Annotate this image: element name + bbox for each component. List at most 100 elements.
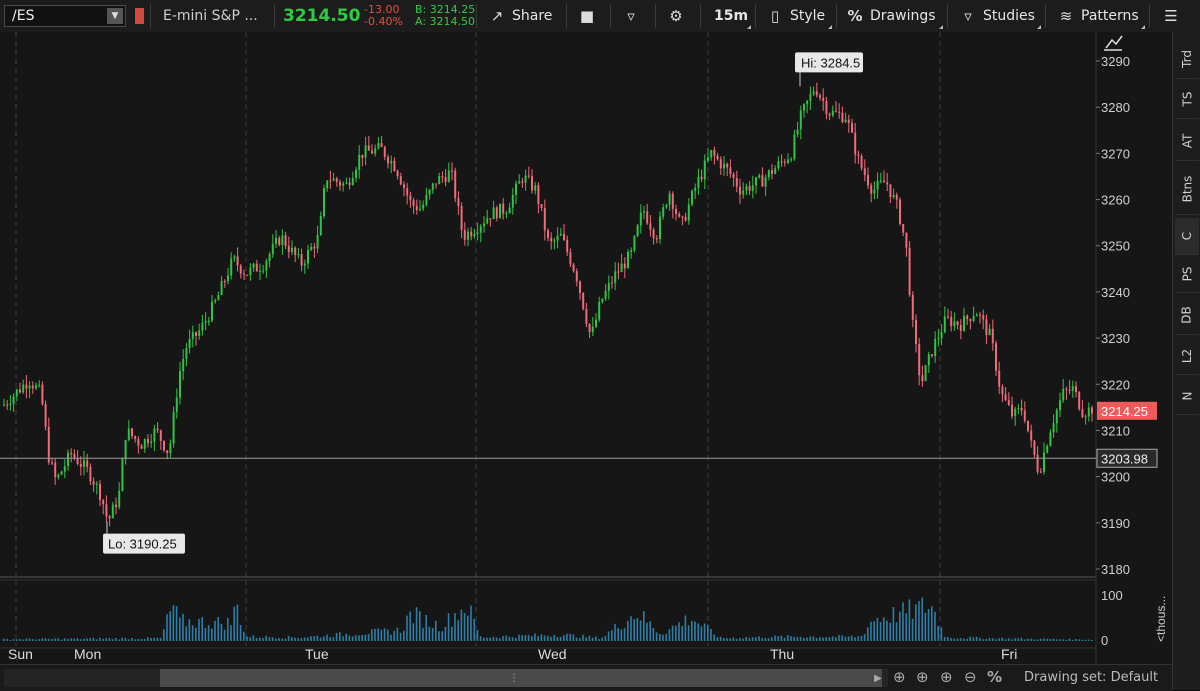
candle-body [262,270,265,272]
style-button[interactable]: ▯ Style [766,0,825,32]
patterns-button[interactable]: ≋ Patterns [1057,0,1139,32]
volume-bar [767,638,770,641]
flask-button[interactable]: ▿ [622,0,646,32]
volume-bar [102,638,104,641]
volume-bar [211,628,213,641]
candle-body [867,175,869,186]
volume-bar [1059,639,1061,641]
candle-body [988,328,991,336]
candle-body [438,175,441,185]
candle-body [463,230,466,240]
volume-bar [60,639,63,641]
scroll-grip-icon[interactable]: ⋮ [509,672,519,684]
candle-body [479,226,482,233]
separator [610,4,611,28]
volume-bar [1078,639,1080,641]
volume-bar [323,636,325,641]
last-price-tag-label: 3214.25 [1101,404,1148,419]
tab-c[interactable]: C [1175,218,1199,255]
zoom-out-icon[interactable]: ⊖ [964,668,977,686]
tab-btns[interactable]: Btns [1175,164,1199,215]
volume-bar [470,605,472,641]
volume-bar [76,637,79,641]
candle-body [3,404,5,406]
candle-body [284,235,287,246]
candle-body [121,459,124,492]
share-label: Share [512,8,553,24]
volume-bar [140,639,143,641]
pan-icon[interactable]: ⊕ [893,668,906,686]
volume-bar [121,637,123,641]
volume-bar [67,638,69,641]
candle-body [591,326,594,332]
share-button[interactable]: ↗ Share [488,0,553,32]
tab-at[interactable]: AT [1175,122,1199,161]
drawing-set-label[interactable]: Drawing set: Default [1024,670,1159,685]
drawings-button[interactable]: % Drawings [846,0,935,32]
zoom-in-icon[interactable]: ⊕ [940,668,953,686]
candle-body [47,426,50,463]
volume-bar [483,637,485,641]
crosshair-icon[interactable]: ⊕ [916,668,929,686]
scroll-right-icon[interactable]: ▶ [874,672,882,684]
candle-body [1052,423,1055,433]
tab-n[interactable]: N [1175,378,1199,415]
high-label-box [795,52,863,73]
volume-bar [697,623,699,641]
candle-body [60,471,63,475]
volume-bar [44,638,47,641]
chart-area[interactable]: 3180 3190 3200 3210 3220 3230 3240 3250 3260 3270… [0,32,1172,664]
horizontal-scrollbar-thumb[interactable] [160,669,882,687]
volume-bar [1068,638,1071,641]
menu-button[interactable]: ☰ [1162,0,1186,32]
candle-body [79,463,82,467]
volume-bar [835,637,837,641]
tab-db[interactable]: DB [1175,296,1199,335]
tab-ps[interactable]: PS [1175,256,1199,293]
candle-body [876,181,879,190]
timeframe-button[interactable]: 15m [714,8,749,24]
price-chart[interactable]: 3180 3190 3200 3210 3220 3230 3240 3250 3260 3270… [0,32,1172,664]
tab-trd[interactable]: Trd [1175,40,1199,79]
volume-bar [636,617,639,641]
change-block: -13.00 -0.40% [364,4,403,28]
volume-bar [1007,638,1010,641]
volume-bar [579,638,581,641]
candle-body [489,218,492,220]
candle-body [796,129,799,135]
candle-body [287,245,290,253]
volume-bar [111,639,114,641]
percent-icon[interactable]: % [987,668,1003,686]
volume-bar [41,638,43,641]
volume-bar [281,638,283,641]
volume-bar [361,635,363,641]
candle-body [390,160,393,164]
volume-bar [419,611,421,641]
volume-bar [86,638,88,641]
volume-bar [451,626,453,641]
volume-bar [499,638,501,641]
candle-body [556,235,559,241]
volume-bar [291,637,293,641]
volume-bar [217,617,219,641]
tab-l2[interactable]: L2 [1175,338,1199,375]
studies-button[interactable]: ▿ Studies [959,0,1035,32]
chevron-down-icon[interactable]: ▼ [107,8,123,24]
volume-bar [415,607,418,641]
volume-bar [547,635,549,641]
instrument-name[interactable]: E-mini S&P ... [163,8,258,24]
volume-bar [435,620,437,641]
volume-bar [319,637,322,641]
volume-bar [758,636,760,641]
tab-ts[interactable]: TS [1175,80,1199,119]
volume-bar [403,630,405,641]
symbol-selector[interactable]: /ES ▼ [4,5,126,27]
alert-button[interactable]: ■ [578,0,602,32]
flag-icon[interactable] [135,8,144,24]
settings-button[interactable]: ⚙ [667,0,691,32]
volume-bar [294,637,296,641]
volume-bar [540,634,543,641]
candle-body [323,188,325,217]
candle-body [684,216,687,221]
candle-body [399,176,402,185]
